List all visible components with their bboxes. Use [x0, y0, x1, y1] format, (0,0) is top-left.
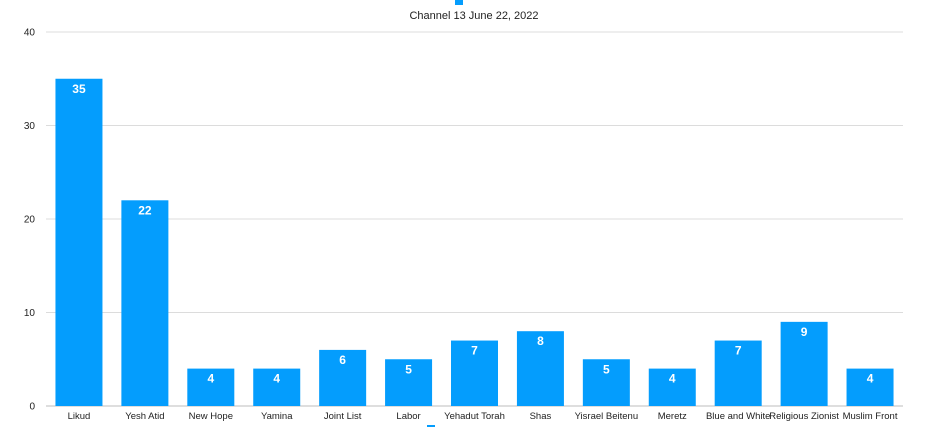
x-tick-label: Meretz	[658, 411, 687, 422]
bar	[516, 331, 564, 406]
x-tick-label: Religious Zionist	[769, 411, 839, 422]
bar	[846, 368, 894, 406]
bar	[319, 349, 367, 406]
bar	[385, 359, 433, 406]
bar-value-label: 7	[471, 344, 478, 358]
x-tick-label: Muslim Front	[843, 411, 898, 422]
y-tick-label: 40	[24, 28, 36, 39]
bar	[582, 359, 630, 406]
x-tick-label: Joint List	[324, 411, 362, 422]
bar	[780, 321, 828, 406]
x-tick-label: Yehadut Torah	[444, 411, 505, 422]
x-tick-label: Labor	[396, 411, 420, 422]
x-tick-label: Likud	[68, 411, 91, 422]
bar-value-label: 6	[339, 353, 346, 367]
x-tick-label: Yisrael Beitenu	[575, 411, 639, 422]
bar	[121, 200, 169, 406]
bar	[253, 368, 301, 406]
legend: Channel 13 June 22, 2022	[409, 0, 539, 22]
bar-value-label: 4	[273, 372, 280, 386]
legend-swatch	[455, 0, 463, 5]
bar	[55, 78, 103, 406]
bar-value-label: 9	[801, 325, 808, 339]
bar-value-label: 4	[207, 372, 214, 386]
x-tick-label: Blue and White	[706, 411, 770, 422]
bar-value-label: 5	[603, 362, 610, 376]
x-tick-label: Yamina	[261, 411, 293, 422]
x-axis-labels: Likud Yesh Atid New Hope Yamina Joint List La…	[68, 411, 898, 422]
legend-swatch-bottom	[427, 425, 435, 427]
x-tick-label: Shas	[530, 411, 552, 422]
y-tick-label: 10	[24, 308, 36, 319]
y-tick-label: 30	[24, 121, 36, 132]
y-axis-ticks: 0 10 20 30 40	[24, 28, 36, 413]
bar-value-label: 35	[72, 82, 86, 96]
legend-label: Channel 13 June 22, 2022	[409, 10, 538, 22]
bar-value-label: 4	[867, 372, 874, 386]
bar-value-label: 5	[405, 362, 412, 376]
bar-value-label: 7	[735, 344, 742, 358]
y-tick-label: 0	[29, 402, 35, 413]
bar	[714, 340, 762, 406]
x-tick-label: Yesh Atid	[125, 411, 164, 422]
bar	[451, 340, 498, 406]
bar-value-label: 4	[669, 372, 676, 386]
y-tick-label: 20	[24, 215, 36, 226]
bar	[187, 368, 235, 406]
bar-value-label: 22	[138, 203, 152, 217]
x-tick-label: New Hope	[189, 411, 233, 422]
bar-value-label: 8	[537, 334, 544, 348]
bars: 35 22 4 4 6 5 7 8 5 4 7 9 4	[55, 78, 894, 406]
bar	[648, 368, 696, 406]
